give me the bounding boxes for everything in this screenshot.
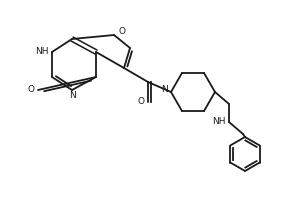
Text: N: N [162,84,168,94]
Text: N: N [70,92,76,100]
Text: O: O [28,86,34,95]
Text: NH: NH [212,117,226,127]
Text: O: O [118,26,125,36]
Text: O: O [137,98,145,106]
Text: NH: NH [35,47,49,56]
